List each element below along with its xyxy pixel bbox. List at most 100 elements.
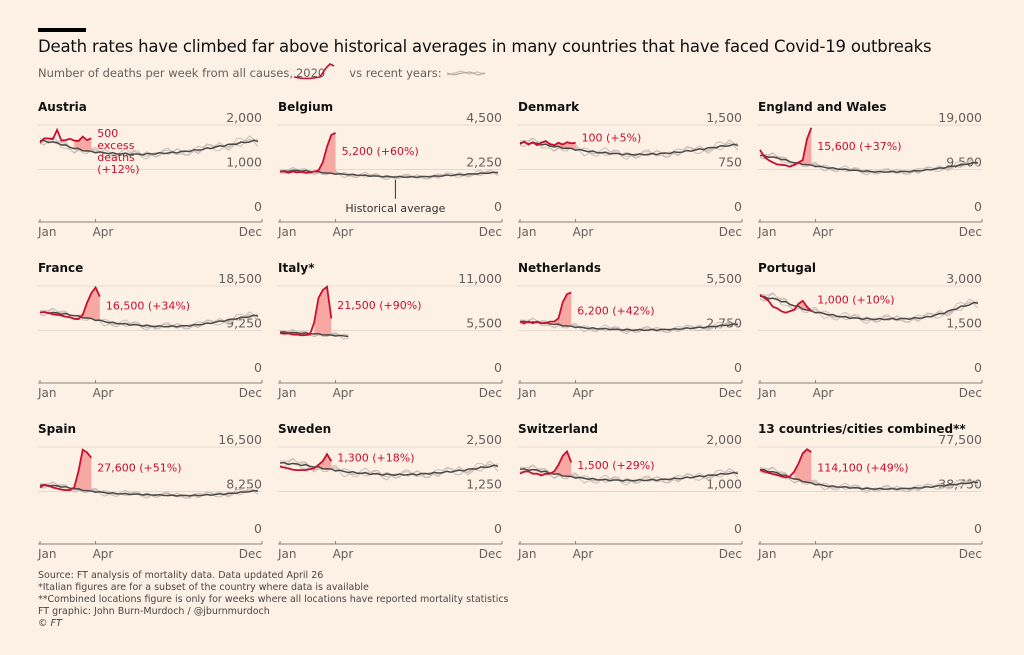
y-tick-label: 5,500	[466, 316, 502, 331]
panel-title: Belgium	[278, 100, 334, 114]
excess-annotation: 1,000 (+10%)	[817, 293, 894, 306]
y-tick-label: 0	[254, 199, 262, 214]
excess-annotation-line: 500	[97, 127, 118, 140]
x-tick-label: Dec	[719, 547, 742, 561]
panel-france: France 0 9,250 18,500 Jan Apr Dec 16,500 (+34%)	[37, 261, 263, 406]
historical-average-line	[519, 468, 739, 482]
panel-title: Sweden	[278, 422, 332, 436]
recent-year-line	[519, 464, 739, 486]
panel-italy: Italy* 0 5,500 11,000 Jan Apr Dec 21,500 (+90%)	[277, 261, 503, 406]
x-tick-label: Jan	[757, 547, 777, 561]
excess-annotation: 100 (+5%)	[582, 131, 642, 144]
excess-annotation: 5,200 (+60%)	[342, 145, 419, 158]
line-2020	[280, 132, 336, 174]
panel-title: Netherlands	[518, 261, 602, 275]
y-tick-label: 1,000	[706, 477, 742, 492]
x-tick-label: Jan	[277, 225, 297, 239]
excess-annotation-line: excess	[97, 139, 134, 152]
recent-year-line	[759, 292, 979, 325]
legend-2020-line-icon	[293, 63, 335, 80]
panel-title: Denmark	[518, 100, 580, 114]
italy-note: *Italian figures are for a subset of the…	[38, 582, 369, 593]
panel-title: England and Wales	[758, 100, 887, 114]
footer: Source: FT analysis of mortality data. D…	[38, 570, 509, 630]
recent-year-line	[279, 329, 349, 338]
y-tick-label: 1,250	[466, 477, 502, 492]
panel-portugal: Portugal 0 1,500 3,000 Jan Apr Dec 1,000 (+10%)	[757, 261, 983, 406]
excess-annotation: 500 excess deaths (+12%)	[97, 127, 139, 176]
excess-deaths-area	[318, 454, 332, 470]
x-tick-label: Apr	[573, 386, 594, 400]
panel-chart: 0 1,000 2,000 Jan Apr Dec 1,500 (+29%)	[517, 432, 743, 561]
historical-average-line	[279, 331, 349, 338]
panel-chart: 0 1,250 2,500 Jan Apr Dec 1,300 (+18%)	[277, 432, 503, 561]
y-tick-label: 2,500	[466, 432, 502, 447]
x-tick-label: Jan	[37, 547, 57, 561]
line-2020	[519, 139, 576, 147]
excess-deaths-area	[82, 287, 100, 321]
excess-deaths-area	[314, 132, 336, 174]
x-tick-label: Dec	[479, 225, 502, 239]
y-tick-label: 0	[974, 360, 982, 375]
ft-header-bar	[38, 28, 86, 32]
x-tick-label: Dec	[239, 225, 262, 239]
y-tick-label: 11,000	[458, 271, 502, 286]
subtitle-text: Number of deaths per week from all cause…	[38, 66, 293, 80]
panel-chart: 0 5,500 11,000 Jan Apr Dec 21,500 (+90%)	[277, 271, 503, 400]
excess-annotation: 1,500 (+29%)	[577, 459, 654, 472]
y-tick-label: 0	[494, 360, 502, 375]
y-tick-label: 0	[734, 199, 742, 214]
panel-title: Italy*	[278, 261, 315, 275]
combined-note: **Combined locations figure is only for …	[38, 594, 509, 605]
y-tick-label: 2,000	[706, 432, 742, 447]
recent-year-line	[519, 317, 739, 335]
source-note: Source: FT analysis of mortality data. D…	[38, 570, 324, 581]
panel-title: Spain	[38, 422, 76, 436]
y-tick-label: 1,500	[706, 110, 742, 125]
x-tick-label: Apr	[573, 225, 594, 239]
recent-year-line	[279, 166, 499, 181]
y-tick-label: 0	[254, 521, 262, 536]
panel-13-countries-cities-combined: 13 countries/cities combined** 0 38,750 77,…	[757, 422, 983, 567]
recent-year-line	[759, 152, 979, 176]
y-tick-label: 8,250	[226, 477, 262, 492]
historical-average-line	[39, 311, 259, 328]
recent-year-line	[279, 457, 499, 481]
x-tick-label: Apr	[93, 225, 114, 239]
x-tick-label: Apr	[813, 225, 834, 239]
y-tick-label: 750	[718, 155, 742, 170]
excess-annotation: 21,500 (+90%)	[337, 299, 421, 312]
x-tick-label: Apr	[93, 547, 114, 561]
y-tick-label: 16,500	[218, 432, 262, 447]
x-tick-label: Jan	[757, 225, 777, 239]
y-tick-label: 18,500	[218, 271, 262, 286]
panel-denmark: Denmark 0 750 1,500 Jan Apr Dec 100 (+5%)	[517, 100, 743, 245]
x-tick-label: Apr	[93, 386, 114, 400]
x-tick-label: Dec	[479, 547, 502, 561]
excess-annotation-line: (+12%)	[97, 163, 139, 176]
legend-2020-label: 2020	[295, 66, 326, 80]
excess-annotation: 114,100 (+49%)	[817, 461, 908, 474]
x-tick-label: Apr	[573, 547, 594, 561]
y-tick-label: 4,500	[466, 110, 502, 125]
historical-average-line	[39, 139, 259, 156]
y-tick-label: 77,500	[938, 432, 982, 447]
panel-sweden: Sweden 0 1,250 2,500 Jan Apr Dec 1,300 (+18%)	[277, 422, 503, 567]
x-tick-label: Dec	[719, 386, 742, 400]
x-tick-label: Jan	[37, 225, 57, 239]
x-tick-label: Apr	[813, 547, 834, 561]
y-tick-label: 0	[254, 360, 262, 375]
x-tick-label: Dec	[959, 386, 982, 400]
x-tick-label: Dec	[719, 225, 742, 239]
panel-title: 13 countries/cities combined**	[758, 422, 966, 436]
panel-belgium: Belgium 0 2,250 4,500 Jan Apr Dec 5,200 (+60%) H…	[277, 100, 503, 245]
panel-chart: 0 750 1,500 Jan Apr Dec 100 (+5%)	[517, 110, 743, 239]
y-tick-label: 0	[734, 360, 742, 375]
x-tick-label: Apr	[333, 225, 354, 239]
x-tick-label: Jan	[277, 547, 297, 561]
x-tick-label: Jan	[757, 386, 777, 400]
excess-annotation: 27,600 (+51%)	[97, 462, 181, 475]
x-tick-label: Apr	[333, 386, 354, 400]
